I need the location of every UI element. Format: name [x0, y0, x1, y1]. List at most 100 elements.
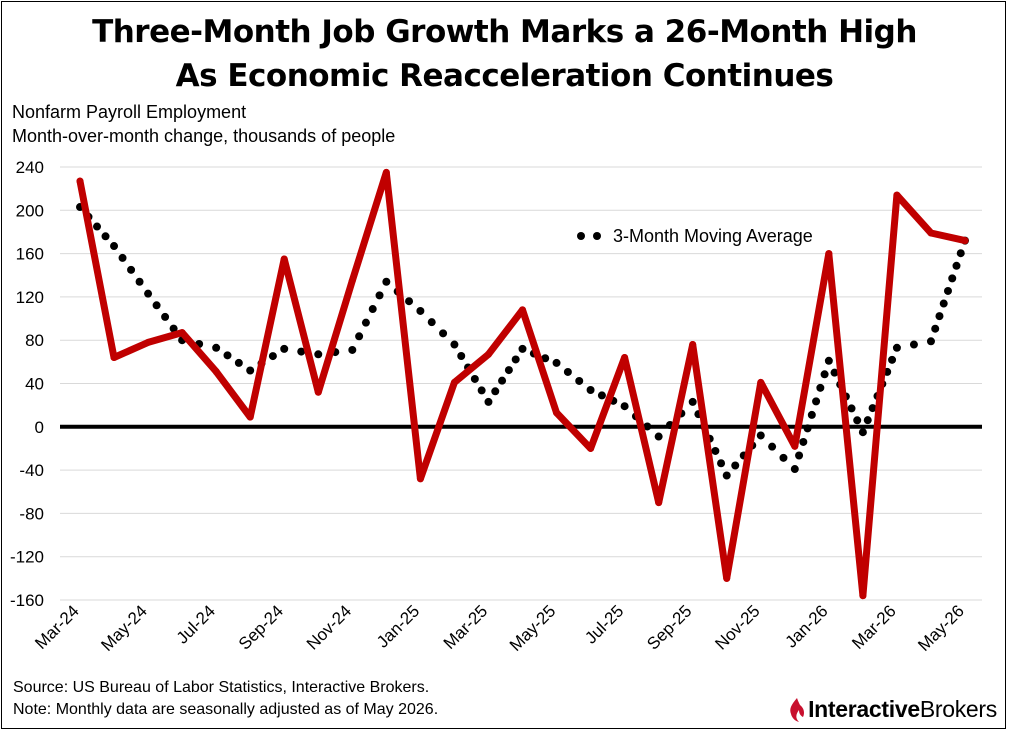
monthly-change-line [76, 168, 969, 600]
average-dot [575, 376, 584, 385]
y-tick-label: 40 [25, 375, 44, 394]
average-point [314, 350, 323, 359]
monthly-point [246, 413, 254, 421]
brand-logo: InteractiveBrokers [786, 696, 997, 723]
y-tick-label: -40 [19, 461, 44, 480]
x-tick-label: Jan-26 [781, 601, 831, 651]
average-point [620, 402, 629, 411]
average-dot [717, 459, 726, 468]
monthly-point [110, 354, 118, 362]
y-tick-label: -160 [10, 591, 44, 610]
average-dot [511, 355, 520, 364]
monthly-point [178, 329, 186, 337]
legend-dot [593, 232, 601, 240]
average-dot [491, 387, 500, 396]
y-tick-label: 80 [25, 331, 44, 350]
average-point [246, 366, 255, 375]
average-point [144, 289, 153, 298]
title-line-1: Three-Month Job Growth Marks a 26-Month … [92, 14, 917, 50]
average-dot [803, 424, 812, 433]
average-dot [405, 297, 414, 306]
average-point [892, 343, 901, 352]
y-tick-label: 0 [35, 418, 44, 437]
average-point [348, 345, 357, 354]
average-dot [93, 222, 102, 231]
monthly-point [450, 378, 458, 386]
average-dot [477, 386, 486, 395]
monthly-point [587, 444, 595, 452]
average-dot [931, 324, 940, 333]
monthly-point [825, 250, 833, 258]
x-tick-label: Jul-25 [581, 601, 627, 647]
average-dot [888, 355, 897, 364]
brand-name: InteractiveBrokers [808, 696, 997, 723]
legend-dot [577, 232, 585, 240]
monthly-point [144, 338, 152, 346]
x-tick-label: Nov-24 [303, 601, 355, 653]
average-dot [948, 274, 957, 283]
average-dot [470, 374, 479, 383]
x-tick-label: Nov-25 [711, 601, 763, 653]
average-dot [563, 367, 572, 376]
average-dot [868, 404, 877, 413]
title-line-2: As Economic Reacceleration Continues [175, 58, 834, 94]
average-dot [361, 318, 370, 327]
monthly-point [893, 191, 901, 199]
average-dot [234, 358, 243, 367]
average-point [654, 432, 663, 441]
monthly-point [621, 354, 629, 362]
brand-name-regular: Brokers [919, 696, 997, 722]
data-note: Note: Monthly data are seasonally adjust… [13, 701, 439, 718]
average-dot [812, 397, 821, 406]
average-point [858, 428, 867, 437]
average-point [824, 356, 833, 365]
average-dot [795, 451, 804, 460]
average-dot [268, 352, 277, 361]
average-dot [952, 261, 961, 270]
average-dot [820, 370, 829, 379]
monthly-point [961, 237, 969, 245]
monthly-point [859, 592, 867, 600]
average-dot [768, 442, 777, 451]
monthly-point [553, 409, 561, 417]
average-point [484, 397, 493, 406]
average-point [280, 344, 289, 353]
average-dot [498, 376, 507, 385]
average-dot [223, 351, 232, 360]
monthly-point [791, 442, 799, 450]
average-dot [779, 453, 788, 462]
x-tick-label: May-26 [914, 601, 968, 655]
monthly-point [314, 388, 322, 396]
average-point [518, 344, 527, 353]
average-point [586, 385, 595, 394]
average-dot [943, 286, 952, 295]
monthly-point [757, 378, 765, 386]
average-dot [118, 253, 127, 262]
average-point [926, 337, 935, 346]
flame-logo-icon [790, 697, 805, 722]
average-point [382, 277, 391, 286]
average-dot [643, 422, 652, 431]
average-dot [799, 437, 808, 446]
x-tick-label: May-24 [97, 601, 151, 655]
average-dot [375, 291, 384, 300]
y-tick-label: -80 [19, 504, 44, 523]
average-dot [807, 410, 816, 419]
average-dot [457, 352, 466, 361]
y-tick-label: 120 [16, 288, 44, 307]
average-point [552, 358, 561, 367]
average-dot [101, 232, 110, 241]
monthly-point [655, 499, 663, 507]
average-dot [731, 461, 740, 470]
average-dot [863, 416, 872, 425]
average-dot [127, 265, 136, 274]
average-dot [297, 347, 306, 356]
x-tick-label: Sep-24 [235, 601, 287, 653]
monthly-point [382, 168, 390, 176]
average-dot [355, 332, 364, 341]
chart-title: Three-Month Job Growth Marks a 26-Month … [0, 10, 1009, 98]
average-point [450, 340, 459, 349]
average-point [688, 397, 697, 406]
